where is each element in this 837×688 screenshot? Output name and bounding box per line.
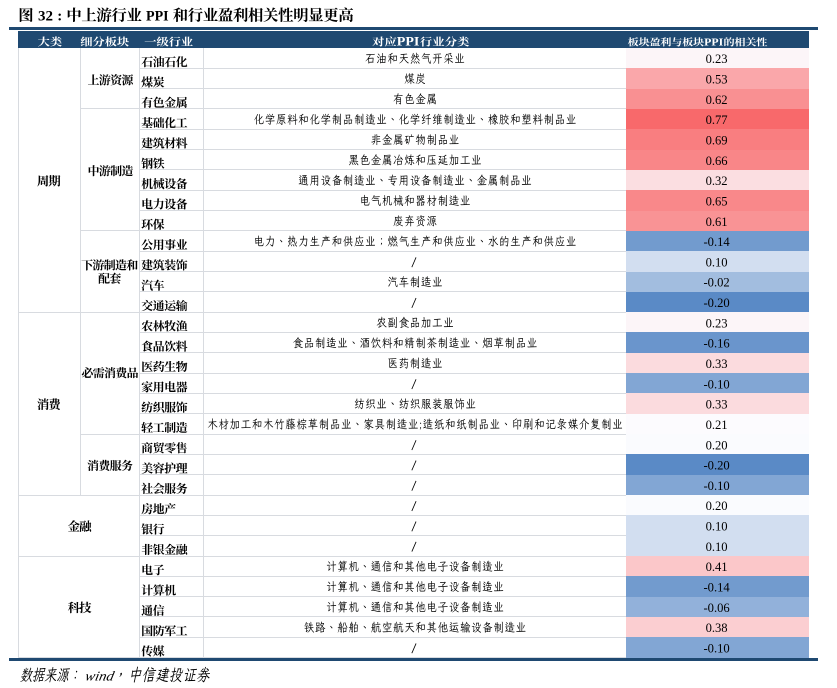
svg-text:0.23: 0.23 bbox=[706, 316, 728, 330]
svg-text:-0.16: -0.16 bbox=[703, 337, 729, 351]
svg-text:0.61: 0.61 bbox=[706, 215, 728, 229]
svg-text:0.10: 0.10 bbox=[706, 520, 728, 534]
svg-text:-0.10: -0.10 bbox=[703, 641, 729, 655]
svg-text:0.62: 0.62 bbox=[706, 93, 728, 107]
svg-text:-0.02: -0.02 bbox=[703, 276, 729, 290]
svg-text:0.38: 0.38 bbox=[706, 621, 728, 635]
svg-text:0.41: 0.41 bbox=[706, 560, 728, 574]
svg-text:0.20: 0.20 bbox=[706, 499, 728, 513]
svg-text:-0.14: -0.14 bbox=[703, 581, 730, 595]
svg-text:0.66: 0.66 bbox=[706, 154, 728, 168]
svg-text:0.10: 0.10 bbox=[706, 540, 728, 554]
svg-text::: : bbox=[57, 9, 62, 25]
svg-text:0.20: 0.20 bbox=[706, 438, 728, 452]
svg-text:0.53: 0.53 bbox=[706, 73, 728, 87]
svg-text:0.23: 0.23 bbox=[706, 52, 728, 66]
svg-text:0.33: 0.33 bbox=[706, 398, 728, 412]
svg-text:0.33: 0.33 bbox=[706, 357, 728, 371]
svg-text:-0.20: -0.20 bbox=[703, 459, 729, 473]
svg-text:0.77: 0.77 bbox=[706, 113, 728, 127]
svg-text:32: 32 bbox=[38, 9, 53, 25]
svg-text:PPI: PPI bbox=[146, 9, 169, 25]
svg-text:PPI: PPI bbox=[397, 35, 420, 49]
svg-text:0.65: 0.65 bbox=[706, 194, 728, 208]
svg-text:wind: wind bbox=[84, 669, 116, 684]
svg-text:-0.10: -0.10 bbox=[703, 377, 729, 391]
svg-text:PPI: PPI bbox=[704, 37, 723, 49]
svg-text:0.10: 0.10 bbox=[706, 255, 728, 269]
svg-text:-0.06: -0.06 bbox=[703, 601, 729, 615]
svg-text:0.69: 0.69 bbox=[706, 133, 728, 147]
svg-text:-0.20: -0.20 bbox=[703, 296, 729, 310]
svg-text:-0.14: -0.14 bbox=[703, 235, 730, 249]
svg-text:-0.10: -0.10 bbox=[703, 479, 729, 493]
svg-text:0.21: 0.21 bbox=[706, 418, 728, 432]
svg-text:0.32: 0.32 bbox=[706, 174, 728, 188]
